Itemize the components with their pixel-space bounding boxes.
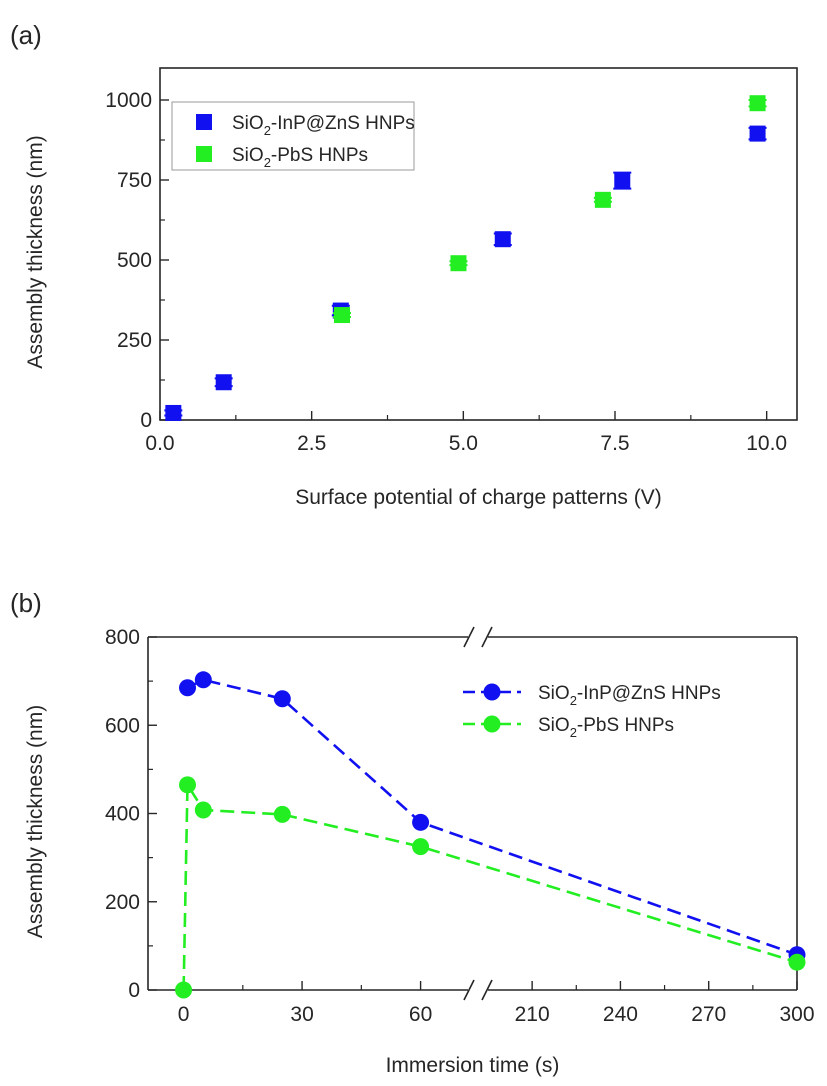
legend-label-main: SiO: [538, 683, 570, 704]
y-tick-label-b: 200: [105, 891, 140, 914]
data-point-a: [494, 231, 511, 248]
legend-label: SiO2-InP@ZnS HNPs: [232, 113, 415, 138]
data-point-b: [179, 776, 197, 794]
x-tick-label-a: 7.5: [600, 432, 629, 455]
y-tick-label-a: 750: [117, 169, 152, 192]
x-tick-label-b: 240: [603, 1003, 638, 1026]
data-point-b: [194, 671, 212, 689]
y-tick-label-b: 800: [105, 626, 140, 649]
legend-marker-a: [196, 146, 212, 162]
panel-label-a: (a): [10, 20, 42, 50]
data-point-b: [179, 679, 197, 697]
legend-label-rest: -PbS HNPs: [577, 715, 674, 736]
legend-label-rest: -InP@ZnS HNPs: [577, 683, 721, 704]
data-point-a: [594, 191, 611, 208]
axis-break-mark-b: [463, 979, 475, 1001]
x-tick-label-a: 5.0: [449, 432, 478, 455]
data-point-a: [749, 95, 766, 112]
y-tick-label-b: 400: [105, 803, 140, 826]
data-point-b: [412, 813, 430, 831]
legend-label-main: SiO: [232, 113, 264, 134]
legend-label-rest: -InP@ZnS HNPs: [271, 113, 415, 134]
y-axis-title-b: Assembly thickness (nm): [24, 705, 47, 938]
legend-label: SiO2-PbS HNPs: [232, 145, 368, 170]
series-line-b: [182, 780, 798, 991]
x-axis-title-a: Surface potential of charge patterns (V): [295, 486, 662, 509]
data-point-b: [194, 801, 212, 819]
legend-label-subscript: 2: [570, 693, 577, 708]
legend-label-rest: -PbS HNPs: [271, 145, 368, 166]
legend-marker-a: [196, 114, 212, 130]
data-point-a: [165, 404, 182, 421]
panel-label-b: (b): [10, 588, 42, 618]
x-tick-label-b: 300: [779, 1003, 814, 1026]
legend-label-subscript: 2: [570, 725, 577, 740]
x-tick-label-a: 10.0: [746, 432, 787, 455]
axis-break-mark-b: [481, 979, 493, 1001]
x-tick-label-b: 60: [409, 1003, 432, 1026]
x-tick-label-a: 2.5: [297, 432, 326, 455]
legend-label-main: SiO: [538, 715, 570, 736]
legend-label: SiO2-InP@ZnS HNPs: [538, 683, 721, 708]
plot-frame-a: [159, 67, 798, 421]
data-point-a: [215, 374, 232, 391]
legend-label-subscript: 2: [264, 155, 271, 170]
data-point-a: [749, 125, 766, 142]
x-axis-title-b: Immersion time (s): [386, 1054, 560, 1077]
x-tick-label-a: 0.0: [145, 432, 174, 455]
y-tick-label-a: 500: [117, 249, 152, 272]
data-point-b: [412, 838, 430, 856]
data-point-a: [450, 255, 467, 272]
legend-label-subscript: 2: [264, 123, 271, 138]
data-point-a: [334, 307, 350, 324]
x-tick-label-b: 0: [178, 1003, 190, 1026]
y-tick-label-a: 0: [140, 409, 152, 432]
axis-break-mark-b: [481, 626, 493, 648]
y-tick-label-a: 250: [117, 329, 152, 352]
y-tick-label-b: 0: [128, 979, 140, 1002]
axis-break-mark-b: [463, 626, 475, 648]
data-point-b: [788, 953, 806, 971]
x-tick-label-b: 210: [515, 1003, 550, 1026]
y-axis-title-a: Assembly thickness (nm): [24, 135, 47, 368]
x-tick-label-b: 30: [290, 1003, 313, 1026]
legend-label-main: SiO: [232, 145, 264, 166]
data-point-b: [175, 981, 193, 999]
data-point-b: [273, 805, 291, 823]
data-point-a: [614, 172, 631, 189]
legend-marker-b: [483, 715, 501, 733]
data-point-b: [273, 690, 291, 708]
legend-box-a: [171, 101, 415, 171]
x-tick-label-b: 270: [691, 1003, 726, 1026]
y-tick-label-a: 1000: [105, 89, 152, 112]
legend-label: SiO2-PbS HNPs: [538, 715, 674, 740]
legend-marker-b: [483, 683, 501, 701]
y-tick-label-b: 600: [105, 714, 140, 737]
